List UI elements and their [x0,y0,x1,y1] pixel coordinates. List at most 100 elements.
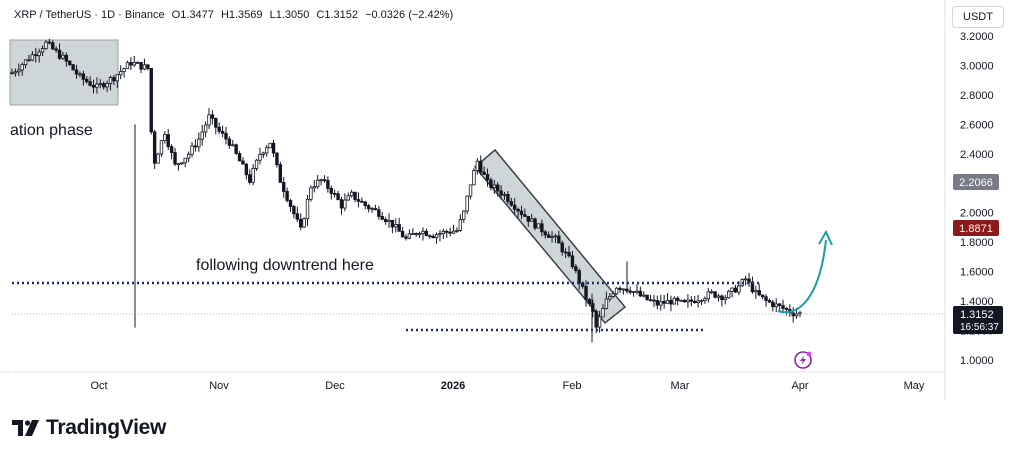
x-tick-label: Oct [90,380,107,392]
candle-down [574,266,578,271]
candle-down [777,303,782,306]
candle-up [265,147,269,154]
candle-up [370,208,374,210]
candle-down [543,231,547,236]
candle-down [533,218,537,229]
candle-down [648,299,653,302]
candle-up [349,191,354,197]
grey-price-text: 2.2066 [959,177,993,189]
candle-up [468,184,473,197]
candle-down [210,114,215,119]
candle-up [190,145,194,155]
candle-up [492,184,497,189]
candle-up [597,316,602,328]
candle-down [10,72,14,75]
candle-up [665,299,670,304]
candle-up [309,187,313,200]
candle-down [244,163,249,176]
candle-up [180,162,184,165]
candle-up [37,51,41,56]
candle-down [563,251,568,254]
candle-down [248,174,252,183]
candle-down [570,255,575,268]
candle-down [217,126,221,132]
candle-down [689,299,694,302]
candle-up [231,144,235,147]
candle-down [57,49,62,59]
candle-up [709,291,714,294]
tradingview-logo[interactable]: TradingView [12,416,166,440]
candle-up [550,236,554,238]
projection-arrow-head-icon [818,229,833,246]
time-axis[interactable]: Oct Nov Dec 2026 Feb Mar Apr May [90,380,924,392]
current-price-label: 1.3152 16:56:37 [953,306,1003,334]
candle-up [105,83,109,88]
price-axis[interactable]: 3.20003.00002.80002.60002.40002.20002.00… [960,31,994,367]
candle-down [431,235,435,239]
candle-down [512,204,517,210]
candle-up [159,140,164,155]
candle-down [27,59,31,62]
candle-down [336,193,340,201]
candle-down [662,301,666,304]
candle-up [614,287,619,295]
candle-up [132,62,136,66]
candle-up [754,290,758,293]
candle-up [118,71,123,76]
candle-up [434,234,439,239]
y-tick-label: 2.8000 [960,90,994,102]
candle-up [441,230,446,235]
candle-down [227,138,232,146]
candle-up [737,285,741,293]
candle-up [387,219,391,223]
candle-down [149,68,153,133]
candle-up [621,288,626,291]
candle-down [428,235,432,238]
high-value: H1.3569 [220,9,263,21]
candle-up [726,290,731,299]
candle-down [713,291,717,298]
candle-down [363,201,367,207]
candle-up [254,159,259,169]
candle-up [472,170,476,186]
candle-down [139,62,143,70]
candle-down [224,132,228,140]
candle-down [71,64,75,71]
candle-down [299,218,303,228]
candle-up [455,230,459,232]
candle-down [285,191,289,201]
candle-down [682,299,687,303]
candle-up [699,300,704,303]
candle-down [234,144,238,154]
lightning-icon[interactable] [794,351,812,369]
candle-down [594,310,598,328]
candle-up [315,179,320,188]
countdown-text: 16:56:37 [960,322,999,333]
y-tick-label: 3.0000 [960,60,994,72]
red-price-text: 1.8871 [959,223,993,235]
candle-down [519,210,524,216]
candle-down [166,134,170,148]
candle-down [509,201,513,206]
y-tick-label: 2.6000 [960,119,994,131]
candle-down [496,184,500,192]
candle-down [360,200,364,203]
candle-down [652,299,656,302]
candle-up [553,235,558,238]
candle-down [781,305,785,309]
candle-up [743,278,748,281]
symbol-title[interactable]: XRP / TetherUS · 1D · Binance [14,9,165,21]
candle-up [696,300,700,303]
candle-down [482,171,486,175]
candle-down [169,146,174,153]
symbol-header: XRP / TetherUS · 1D · Binance O1.3477 H1… [14,9,457,21]
currency-selector[interactable]: USDT [952,6,1004,28]
candle-up [635,290,639,293]
candle-up [716,295,721,298]
candle-down [54,48,58,51]
candle-up [502,193,507,196]
candle-down [760,294,765,298]
x-tick-label: Apr [791,380,808,392]
candle-up [421,230,425,235]
